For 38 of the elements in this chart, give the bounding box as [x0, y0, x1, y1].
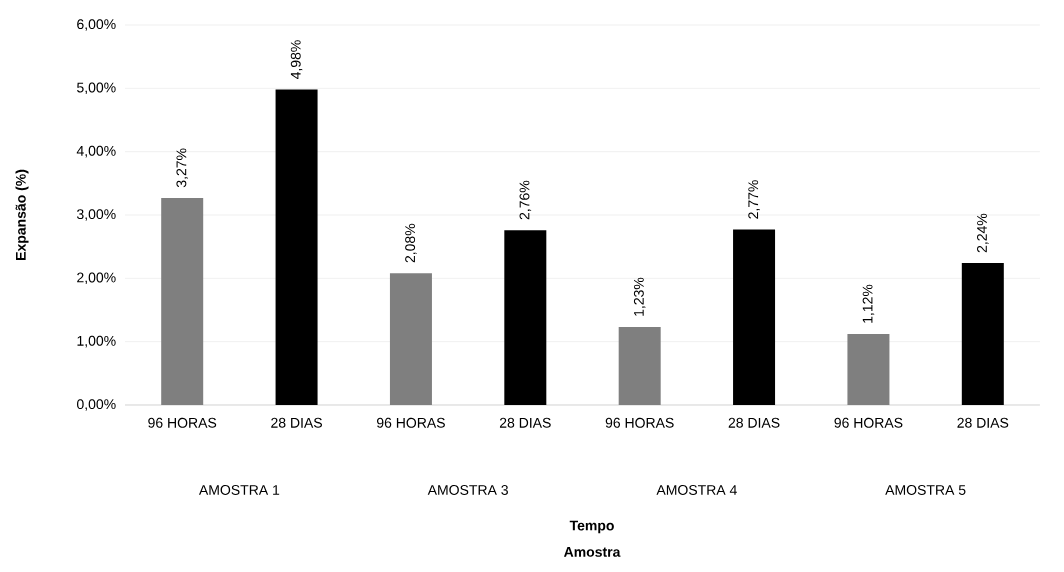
- y-tick-label: 6,00%: [77, 19, 116, 31]
- data-label: 2,76%: [519, 180, 532, 220]
- x-tick-label: 96 HORAS: [376, 417, 445, 428]
- text: AMOSTRA 5: [885, 485, 966, 495]
- bar: [618, 327, 661, 405]
- bar: [504, 230, 547, 405]
- x-tick-label: 96 HORAS: [834, 417, 903, 428]
- x-tick-label: 96 HORAS: [148, 417, 217, 428]
- data-label: 1,12%: [862, 284, 875, 323]
- data-label: 4,98%: [290, 40, 303, 80]
- text: Amostra: [563, 547, 621, 557]
- y-axis-title: Expansão (%): [15, 169, 29, 260]
- x-tick-label: 28 DIAS: [499, 417, 551, 428]
- bar: [733, 229, 776, 405]
- bar: [275, 89, 318, 405]
- y-tick-label: 4,00%: [76, 145, 116, 158]
- y-tick-label: 2,00%: [77, 272, 116, 285]
- y-tick-label: 0,00%: [77, 399, 116, 411]
- data-label: 2,08%: [405, 223, 417, 263]
- data-label: 2,77%: [748, 180, 760, 219]
- bar: [161, 197, 204, 405]
- y-tick-label: 5,00%: [77, 82, 116, 95]
- x-tick-label: 28 DIAS: [728, 417, 780, 428]
- text: Tempo: [569, 520, 614, 534]
- x-tick-label: 28 DIAS: [271, 417, 322, 428]
- bar: [389, 273, 432, 405]
- text: AMOSTRA 1: [198, 485, 280, 495]
- x-tick-label: 96 HORAS: [605, 417, 674, 428]
- data-label: 1,23%: [633, 277, 646, 316]
- y-tick-label: 1,00%: [77, 335, 116, 348]
- bar: [961, 263, 1004, 405]
- text: AMOSTRA 4: [656, 485, 737, 495]
- data-label: 3,27%: [176, 148, 188, 188]
- data-label: 2,24%: [977, 213, 989, 253]
- bar: [847, 334, 890, 405]
- text: AMOSTRA 3: [427, 485, 508, 495]
- y-tick-label: 3,00%: [76, 209, 116, 221]
- x-tick-label: 28 DIAS: [957, 417, 1009, 428]
